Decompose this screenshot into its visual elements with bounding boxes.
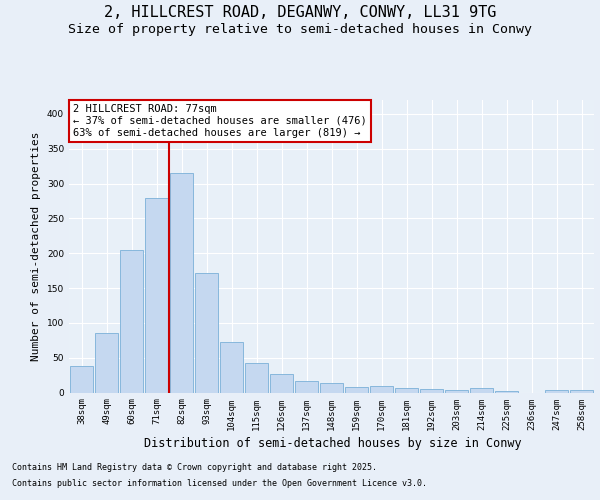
Bar <box>220 342 244 392</box>
Bar <box>320 384 343 392</box>
Y-axis label: Number of semi-detached properties: Number of semi-detached properties <box>31 132 41 361</box>
Text: Contains public sector information licensed under the Open Government Licence v3: Contains public sector information licen… <box>12 479 427 488</box>
Bar <box>295 382 319 392</box>
Bar <box>445 390 469 392</box>
Text: Contains HM Land Registry data © Crown copyright and database right 2025.: Contains HM Land Registry data © Crown c… <box>12 462 377 471</box>
Bar <box>344 387 368 392</box>
Bar <box>545 390 568 392</box>
Text: Distribution of semi-detached houses by size in Conwy: Distribution of semi-detached houses by … <box>144 438 522 450</box>
Text: Size of property relative to semi-detached houses in Conwy: Size of property relative to semi-detach… <box>68 22 532 36</box>
Bar <box>269 374 293 392</box>
Bar <box>95 334 118 392</box>
Bar <box>494 391 518 392</box>
Text: 2, HILLCREST ROAD, DEGANWY, CONWY, LL31 9TG: 2, HILLCREST ROAD, DEGANWY, CONWY, LL31 … <box>104 5 496 20</box>
Bar <box>569 390 593 392</box>
Bar <box>245 363 268 392</box>
Bar <box>119 250 143 392</box>
Bar <box>370 386 394 392</box>
Bar <box>70 366 94 392</box>
Bar <box>194 272 218 392</box>
Bar <box>419 389 443 392</box>
Bar <box>395 388 418 392</box>
Bar <box>170 173 193 392</box>
Text: 2 HILLCREST ROAD: 77sqm
← 37% of semi-detached houses are smaller (476)
63% of s: 2 HILLCREST ROAD: 77sqm ← 37% of semi-de… <box>73 104 367 138</box>
Bar <box>470 388 493 392</box>
Bar <box>145 198 169 392</box>
